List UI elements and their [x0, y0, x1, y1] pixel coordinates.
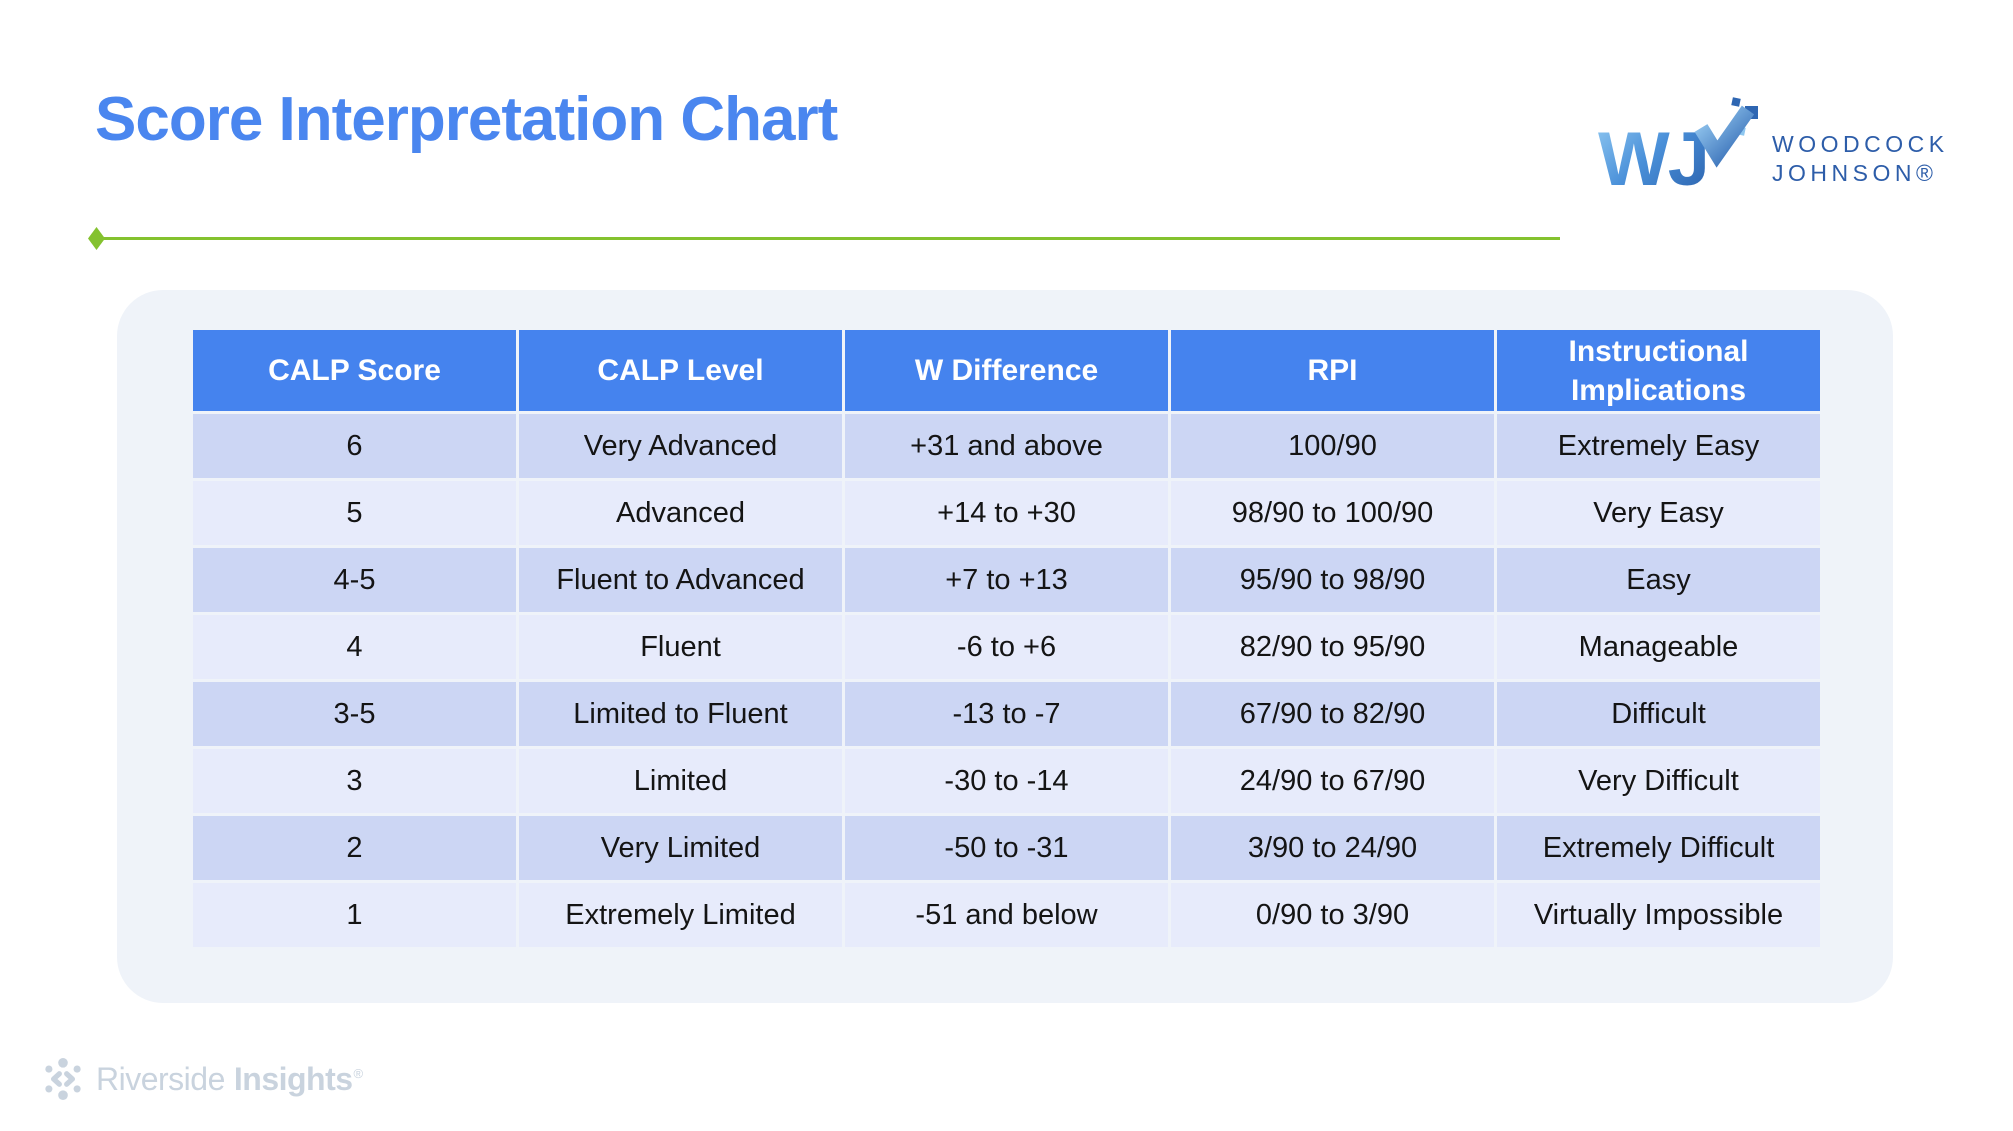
- table-cell: 3: [193, 749, 516, 813]
- table-cell: +14 to +30: [845, 481, 1168, 545]
- riverside-name-regular: Riverside: [96, 1060, 225, 1097]
- table-cell: Extremely Easy: [1497, 414, 1820, 478]
- table-cell: 82/90 to 95/90: [1171, 615, 1494, 679]
- column-header: CALP Level: [519, 330, 842, 411]
- riverside-name-bold: Insights: [233, 1060, 353, 1097]
- table-cell: 1: [193, 883, 516, 947]
- table-cell: 6: [193, 414, 516, 478]
- table-cell: Fluent to Advanced: [519, 548, 842, 612]
- column-header: CALP Score: [193, 330, 516, 411]
- table-row: 5 Advanced +14 to +30 98/90 to 100/90 Very E…: [193, 481, 1820, 545]
- registered-mark: ®: [353, 1065, 364, 1081]
- table-cell: Limited: [519, 749, 842, 813]
- table-cell: 24/90 to 67/90: [1171, 749, 1494, 813]
- table-cell: 95/90 to 98/90: [1171, 548, 1494, 612]
- table-cell: Difficult: [1497, 682, 1820, 746]
- woodcock-johnson-logo: WJ WOODCOCK JOHNSON®: [1598, 96, 1949, 198]
- table-row: 1 Extremely Limited -51 and below 0/90 to 3…: [193, 883, 1820, 947]
- wj-wordmark-line2: JOHNSON®: [1772, 160, 1938, 186]
- diamond-icon: [88, 227, 105, 250]
- table-cell: -30 to -14: [845, 749, 1168, 813]
- table-cell: 3-5: [193, 682, 516, 746]
- table-cell: Very Advanced: [519, 414, 842, 478]
- table-cell: 67/90 to 82/90: [1171, 682, 1494, 746]
- wj-monogram-text: WJ: [1598, 117, 1710, 202]
- riverside-insights-logo: Riverside Insights®: [40, 1056, 363, 1102]
- table-cell: 3/90 to 24/90: [1171, 816, 1494, 880]
- table-cell: +7 to +13: [845, 548, 1168, 612]
- accent-divider: [88, 226, 1560, 250]
- table-cell: Advanced: [519, 481, 842, 545]
- score-table: CALP Score CALP Level W Difference RPI Instr…: [190, 327, 1823, 950]
- table-cell: Very Difficult: [1497, 749, 1820, 813]
- table-row: 6 Very Advanced +31 and above 100/90 Extreme…: [193, 414, 1820, 478]
- page-title: Score Interpretation Chart: [95, 85, 838, 154]
- column-header: RPI: [1171, 330, 1494, 411]
- table-cell: Very Limited: [519, 816, 842, 880]
- wj-monogram: WJ: [1598, 96, 1760, 198]
- table-cell: -51 and below: [845, 883, 1168, 947]
- table-cell: 4-5: [193, 548, 516, 612]
- wj-checkmark-icon: [1694, 97, 1758, 168]
- table-cell: -13 to -7: [845, 682, 1168, 746]
- wj-wordmark-line1: WOODCOCK: [1772, 131, 1949, 157]
- riverside-asterisk-icon: [45, 1057, 81, 1101]
- divider-line: [100, 237, 1560, 240]
- table-cell: +31 and above: [845, 414, 1168, 478]
- table-cell: 2: [193, 816, 516, 880]
- table-cell: 5: [193, 481, 516, 545]
- table-cell: 100/90: [1171, 414, 1494, 478]
- table-cell: -6 to +6: [845, 615, 1168, 679]
- table-cell: Manageable: [1497, 615, 1820, 679]
- column-header: W Difference: [845, 330, 1168, 411]
- table-cell: Limited to Fluent: [519, 682, 842, 746]
- table-row: 4 Fluent -6 to +6 82/90 to 95/90 Manageable: [193, 615, 1820, 679]
- table-cell: 0/90 to 3/90: [1171, 883, 1494, 947]
- table-header-row: CALP Score CALP Level W Difference RPI Instr…: [193, 330, 1820, 411]
- table-row: 3 Limited -30 to -14 24/90 to 67/90 Very Dif…: [193, 749, 1820, 813]
- wj-wordmark: WOODCOCK JOHNSON®: [1772, 130, 1949, 188]
- table-cell: Virtually Impossible: [1497, 883, 1820, 947]
- riverside-wordmark: Riverside Insights®: [96, 1061, 363, 1098]
- table-row: 2 Very Limited -50 to -31 3/90 to 24/90 Extr…: [193, 816, 1820, 880]
- table-cell: Extremely Limited: [519, 883, 842, 947]
- table-cell: Easy: [1497, 548, 1820, 612]
- table-cell: Very Easy: [1497, 481, 1820, 545]
- table-cell: Extremely Difficult: [1497, 816, 1820, 880]
- column-header: Instructional Implications: [1497, 330, 1820, 411]
- table-cell: -50 to -31: [845, 816, 1168, 880]
- table-cell: 4: [193, 615, 516, 679]
- table-cell: Fluent: [519, 615, 842, 679]
- table-row: 4-5 Fluent to Advanced +7 to +13 95/90 to 9…: [193, 548, 1820, 612]
- table-cell: 98/90 to 100/90: [1171, 481, 1494, 545]
- table-row: 3-5 Limited to Fluent -13 to -7 67/90 to 82…: [193, 682, 1820, 746]
